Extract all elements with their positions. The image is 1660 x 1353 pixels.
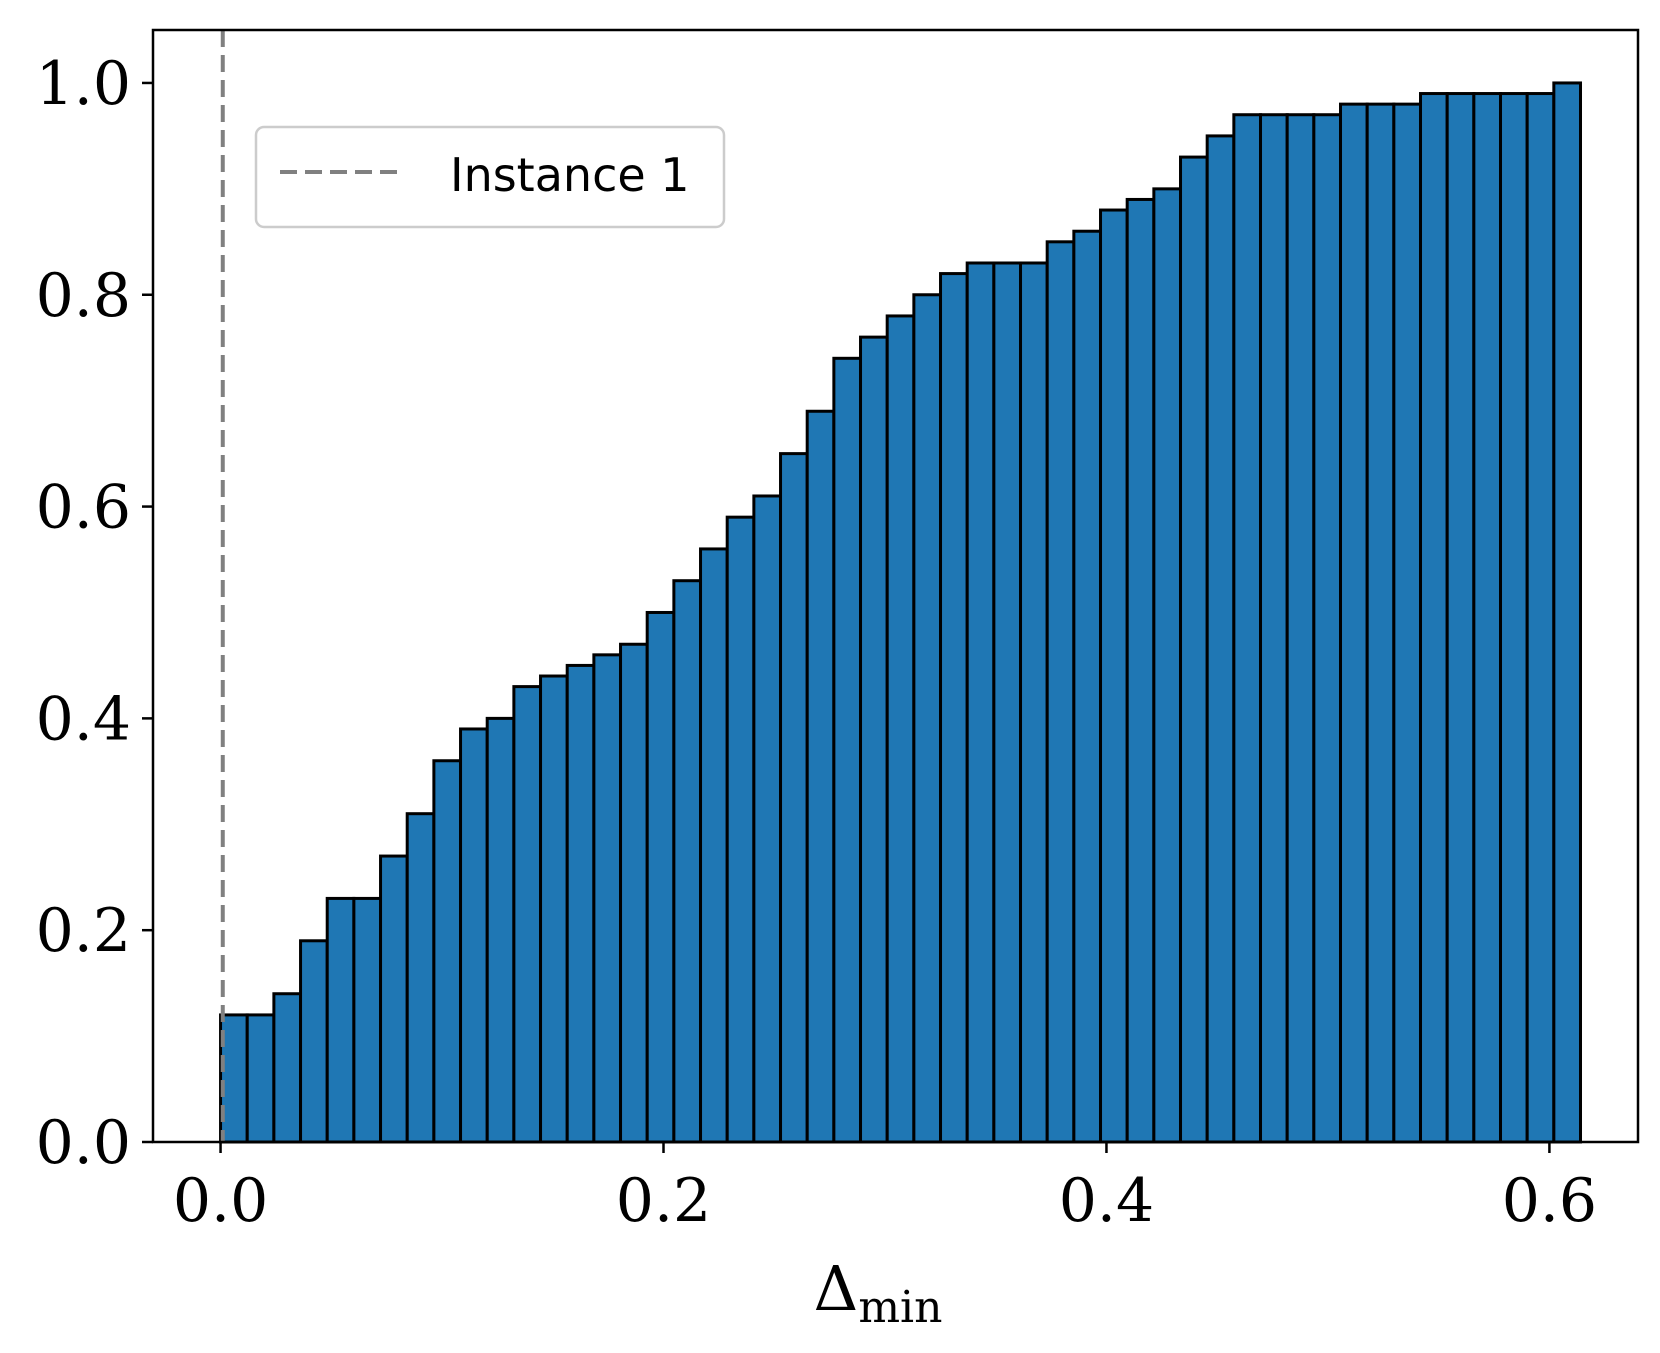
y-tick-label: 0.2 (36, 896, 131, 966)
x-tick-label: 0.2 (616, 1166, 711, 1236)
histogram-bar (245, 1013, 276, 1144)
y-tick-label: 0.0 (36, 1108, 131, 1178)
x-axis: 0.0 0.2 0.4 0.6 (173, 1142, 1597, 1236)
histogram-bar (1339, 102, 1369, 1144)
legend-box (254, 125, 726, 229)
histogram-bar (565, 663, 596, 1144)
x-tick-label: 0.6 (1502, 1166, 1597, 1236)
histogram-bar (1205, 134, 1236, 1144)
histogram-bar (539, 674, 569, 1144)
histogram-bar (1099, 208, 1129, 1144)
histogram-bar (1179, 155, 1209, 1144)
histogram-bar (1312, 113, 1343, 1144)
histogram-bar (299, 939, 329, 1144)
histogram-bar (912, 293, 943, 1144)
histogram-bar (1552, 81, 1583, 1144)
y-tick-label: 1.0 (36, 49, 131, 119)
histogram-bar (699, 547, 729, 1144)
histogram-bar (1445, 92, 1476, 1144)
histogram-bar (1285, 113, 1316, 1144)
y-tick-label: 0.8 (36, 261, 131, 331)
histogram-bar (992, 261, 1023, 1144)
histogram-bar (885, 314, 916, 1144)
histogram-bar (272, 992, 303, 1144)
plot-frame (151, 28, 1640, 1144)
histogram-bar (1019, 261, 1049, 1144)
histogram-bar (1232, 113, 1263, 1144)
x-axis-label: Δmin (814, 1252, 943, 1333)
histogram-bar (1072, 229, 1103, 1144)
y-axis: 0.0 0.2 0.4 0.6 0.8 1.0 (36, 49, 153, 1178)
histogram-bar (725, 515, 756, 1144)
y-tick-label: 0.6 (36, 473, 131, 543)
histogram-bar (379, 854, 409, 1144)
y-tick-label: 0.4 (36, 684, 131, 754)
histogram-bar (965, 261, 996, 1144)
histogram-bar (1125, 197, 1156, 1144)
histogram-bar (1045, 240, 1076, 1144)
histogram-bar (325, 896, 356, 1144)
histogram-bar (779, 452, 809, 1144)
histogram-bar (939, 272, 969, 1144)
histogram-bar (592, 653, 623, 1144)
x-axis-label-subscript: min (858, 1282, 942, 1333)
histogram-bar (432, 759, 463, 1144)
histogram-bar (405, 812, 436, 1144)
histogram-bar (485, 716, 516, 1144)
histogram-bar (1525, 92, 1556, 1144)
histogram-bar (1472, 92, 1503, 1144)
histogram-bar (752, 494, 783, 1144)
histogram-bar (1152, 187, 1183, 1144)
histogram-bar (1259, 113, 1289, 1144)
histogram-bar (1392, 102, 1423, 1144)
histogram-bar (459, 727, 489, 1144)
x-tick-label: 0.4 (1059, 1166, 1154, 1236)
histogram-bar (859, 335, 889, 1144)
histogram-bar (512, 685, 543, 1144)
histogram-bar (619, 642, 649, 1144)
histogram-bar (1419, 92, 1449, 1144)
x-axis-label-main: Δ (814, 1252, 859, 1325)
legend-entry-instance-1: Instance 1 (450, 148, 690, 202)
histogram-bar (645, 610, 676, 1144)
x-tick-label: 0.0 (173, 1166, 268, 1236)
histogram-bar (352, 896, 383, 1144)
histogram-bar (672, 579, 703, 1144)
histogram-bar (1365, 102, 1396, 1144)
histogram-bar (805, 409, 836, 1144)
histogram-bar (1499, 92, 1529, 1144)
histogram-bar (832, 356, 863, 1144)
bars-group (219, 81, 1583, 1144)
legend: Instance 1 (254, 125, 726, 229)
